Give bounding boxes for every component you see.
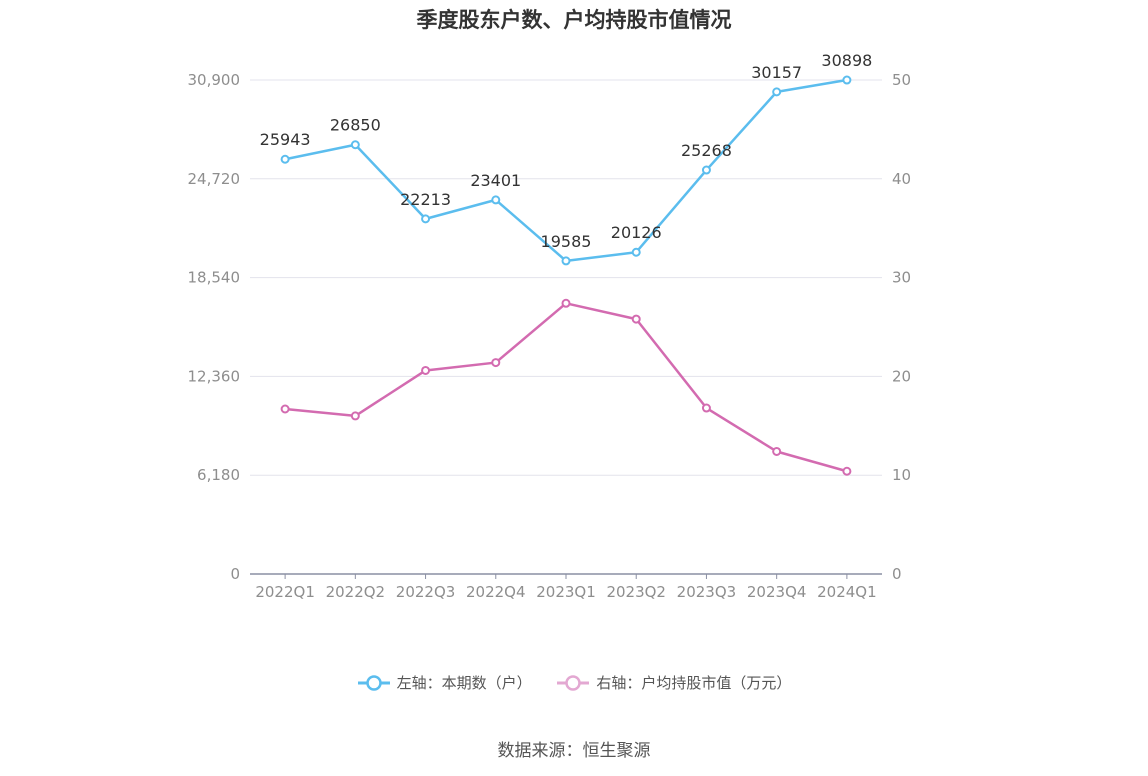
data-label: 20126 [611, 223, 662, 242]
data-point-left [561, 256, 571, 266]
x-tick-label: 2022Q2 [326, 583, 386, 601]
right-tick-label: 30 [892, 269, 911, 287]
x-tick-label: 2022Q1 [255, 583, 315, 601]
data-point-left [842, 75, 852, 85]
legend: 左轴：本期数（户） 右轴：户均持股市值（万元） [0, 672, 1148, 695]
x-tick-label: 2022Q4 [466, 583, 526, 601]
legend-label-left: 左轴：本期数（户） [396, 674, 532, 692]
data-label: 26850 [330, 116, 381, 135]
data-label: 30898 [821, 51, 872, 70]
data-point-right [701, 403, 711, 413]
data-point-right [491, 358, 501, 368]
source-note: 数据来源：恒生聚源 [497, 741, 651, 761]
legend-label-right: 右轴：户均持股市值（万元） [596, 674, 792, 692]
data-point-right [280, 404, 290, 414]
left-tick-label: 24,720 [188, 170, 241, 188]
data-label: 22213 [400, 190, 451, 209]
data-point-left [350, 140, 360, 150]
x-tick-label: 2023Q2 [606, 583, 666, 601]
data-point-left [772, 87, 782, 97]
right-tick-label: 10 [892, 466, 911, 484]
right-tick-label: 0 [892, 565, 902, 583]
data-point-right [772, 446, 782, 456]
legend-item-left[interactable]: 左轴：本期数（户） [357, 672, 532, 693]
data-point-left [491, 195, 501, 205]
axes: 0 0 6,180 10 12,360 20 18,540 30 24,720 40 30,900 5… [188, 71, 912, 601]
legend-marker-left-icon [357, 674, 390, 691]
right-tick-label: 50 [892, 71, 911, 89]
data-point-right [421, 365, 431, 375]
series [280, 75, 852, 476]
data-point-right [561, 298, 571, 308]
left-tick-label: 0 [230, 565, 240, 583]
left-tick-label: 6,180 [197, 466, 240, 484]
chart-title: 季度股东户数、户均持股市值情况 [416, 8, 732, 32]
data-labels: 25943 26850 22213 23401 19585 20126 25268 30157… [260, 51, 873, 251]
left-tick-label: 12,360 [188, 367, 241, 385]
left-tick-label: 18,540 [188, 269, 241, 287]
data-label: 19585 [541, 232, 592, 251]
x-tick-label: 2023Q4 [747, 583, 807, 601]
x-tick-label: 2023Q1 [536, 583, 596, 601]
data-point-left [280, 154, 290, 164]
data-point-left [421, 214, 431, 224]
series-line-right [284, 302, 848, 473]
data-label: 25943 [260, 130, 311, 149]
right-tick-label: 40 [892, 170, 911, 188]
data-label: 25268 [681, 141, 732, 160]
data-point-right [842, 466, 852, 476]
left-tick-label: 30,900 [188, 71, 241, 89]
legend-item-right[interactable]: 右轴：户均持股市值（万元） [556, 672, 791, 693]
x-tick-label: 2023Q3 [677, 583, 737, 601]
data-point-left [701, 165, 711, 175]
data-label: 23401 [470, 171, 521, 190]
x-tick-label: 2024Q1 [817, 583, 877, 601]
data-label: 30157 [751, 63, 802, 82]
data-point-right [350, 411, 360, 421]
data-point-left [631, 247, 641, 257]
grid-lines [250, 79, 882, 476]
legend-marker-right-icon [557, 674, 590, 691]
data-point-right [631, 314, 641, 324]
right-tick-label: 20 [892, 367, 911, 385]
x-tick-label: 2022Q3 [396, 583, 456, 601]
